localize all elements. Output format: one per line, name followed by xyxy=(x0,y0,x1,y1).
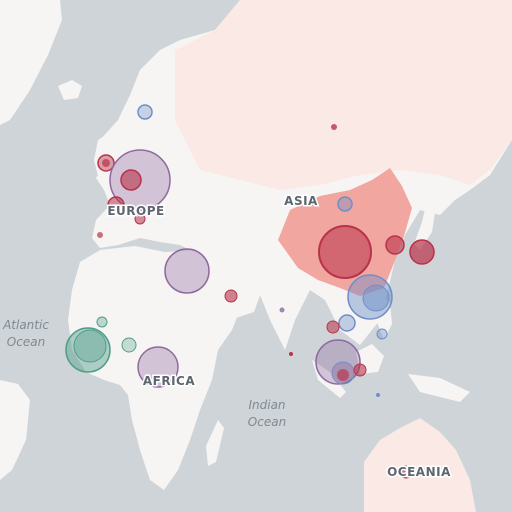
africa-landmass xyxy=(68,246,240,490)
hongkong-marker[interactable] xyxy=(362,284,390,312)
west-africa-marker[interactable] xyxy=(65,327,111,373)
japan-marker[interactable] xyxy=(409,239,435,265)
sumatra-landmass xyxy=(312,360,346,398)
indonesia-marker[interactable] xyxy=(315,339,361,385)
france-marker[interactable] xyxy=(107,196,125,214)
germany-inner-marker[interactable] xyxy=(120,169,142,191)
singapore-inner-marker[interactable] xyxy=(337,369,349,381)
japan-landmass xyxy=(414,196,436,250)
libya-marker[interactable] xyxy=(164,248,210,294)
atlantic-ocean-label-line1: Atlantic xyxy=(2,318,49,332)
ethiopia-marker[interactable] xyxy=(224,289,238,303)
nigeria-marker[interactable] xyxy=(121,337,137,353)
greenland-landmass xyxy=(0,0,62,125)
philippines-marker[interactable] xyxy=(376,328,388,340)
malaysia-marker[interactable] xyxy=(353,363,367,377)
indian-ocean-label-line1: Indian xyxy=(248,398,285,412)
russia-marker[interactable] xyxy=(331,124,337,130)
arabia-landmass xyxy=(212,268,262,318)
americas-edge-landmass xyxy=(0,380,30,480)
india-marker[interactable] xyxy=(279,307,285,313)
korea-marker[interactable] xyxy=(385,235,405,255)
region-label-africa: AFRICA xyxy=(143,374,195,388)
new-guinea-landmass xyxy=(408,374,470,402)
region-label-oceania: OCEANIA xyxy=(387,465,451,479)
west-africa-inner-marker[interactable] xyxy=(73,329,107,363)
timor-marker[interactable] xyxy=(376,393,380,397)
russia-region xyxy=(175,0,512,190)
region-label-europe: EUROPE xyxy=(107,204,164,218)
uk-inner-marker[interactable] xyxy=(102,159,110,167)
region-label-asia: ASIA xyxy=(284,194,318,208)
iceland-landmass xyxy=(58,80,82,100)
italy-marker[interactable] xyxy=(134,213,146,225)
ghana-marker[interactable] xyxy=(96,316,108,328)
thailand-marker[interactable] xyxy=(326,320,340,334)
australia-region xyxy=(364,418,476,512)
australia-marker[interactable] xyxy=(399,465,413,479)
india-south-marker[interactable] xyxy=(289,352,293,356)
vietnam-marker[interactable] xyxy=(338,314,356,332)
china-marker[interactable] xyxy=(318,225,372,279)
atlantic-ocean-label-line2: Ocean xyxy=(7,335,45,349)
sweden-marker[interactable] xyxy=(137,104,153,120)
beijing-marker[interactable] xyxy=(337,196,353,212)
spain-marker[interactable] xyxy=(97,232,103,238)
madagascar-landmass xyxy=(206,420,224,466)
markers-layer xyxy=(65,104,435,479)
indian-ocean-label-line2: Ocean xyxy=(248,415,286,429)
central-africa-marker[interactable] xyxy=(137,346,179,388)
